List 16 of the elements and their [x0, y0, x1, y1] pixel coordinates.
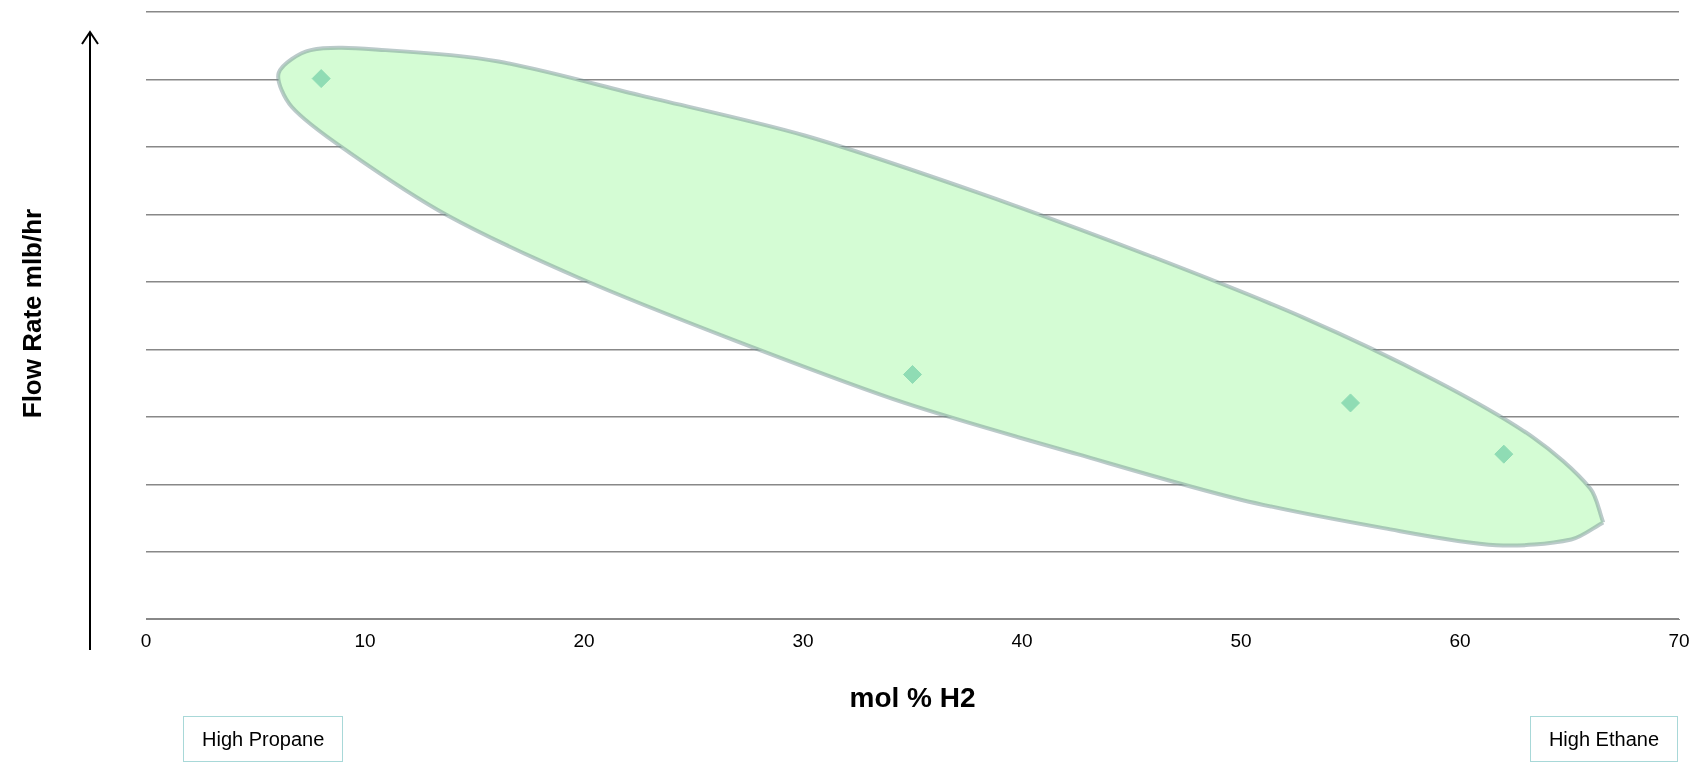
point	[1341, 393, 1360, 413]
x-tick-label: 50	[1230, 629, 1252, 651]
x-tick-label: 30	[792, 629, 814, 651]
x-tick-label: 70	[1668, 629, 1690, 651]
x-tick-label: 20	[573, 629, 595, 651]
x-tick-label: 40	[1011, 629, 1033, 651]
point	[903, 365, 922, 384]
y-axis-title: Flow Rate mlb/hr	[17, 208, 49, 418]
text: High Propane	[183, 716, 344, 762]
x-tick-label: 60	[1449, 629, 1471, 651]
point	[311, 69, 331, 89]
point	[1494, 444, 1514, 464]
text: High Ethane	[1529, 716, 1678, 762]
x-tick-label: 0	[140, 629, 152, 651]
x-tick-label: 10	[354, 629, 376, 651]
x-axis-title: mol % H2	[848, 682, 977, 714]
